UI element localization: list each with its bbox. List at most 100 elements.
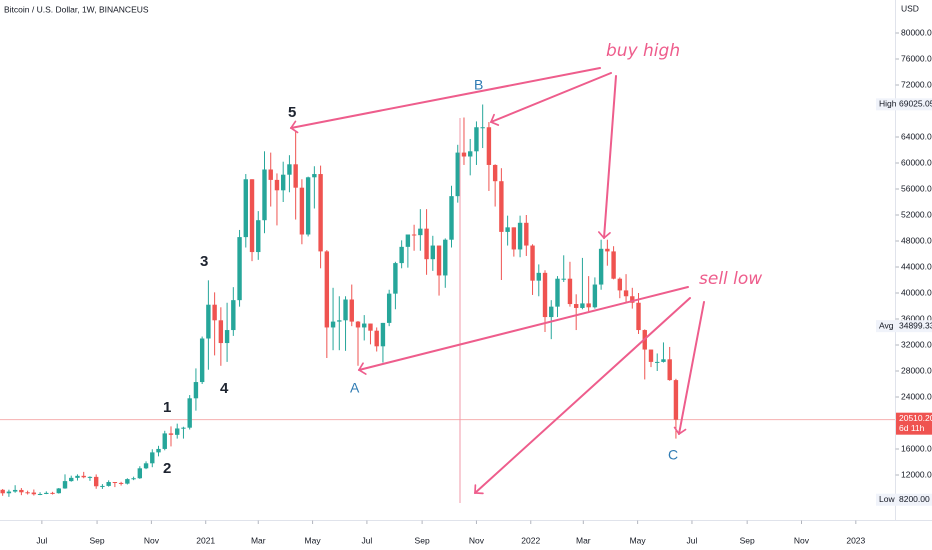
marker-name: High	[879, 99, 897, 109]
candle-body	[405, 234, 411, 247]
candle-body	[193, 382, 199, 399]
candle-body	[93, 476, 99, 487]
candle-body	[231, 300, 236, 331]
candle-body	[19, 489, 24, 493]
candle-body	[280, 174, 286, 191]
y-tick-label: 40000.00	[901, 287, 932, 297]
candle-body	[592, 284, 598, 308]
candle-body	[630, 296, 635, 303]
candle-body	[567, 278, 573, 305]
candle-body	[380, 322, 386, 347]
candle-body	[436, 245, 442, 276]
wave-label: 3	[200, 253, 208, 270]
candle-body	[25, 492, 30, 494]
y-tick-label: 48000.00	[901, 235, 932, 245]
candle-body	[87, 476, 93, 478]
candle-body	[6, 491, 12, 494]
candle-body	[617, 278, 623, 291]
candle-body	[181, 427, 186, 429]
candle-body	[411, 234, 417, 236]
candle-body	[324, 251, 330, 328]
candle-body	[430, 245, 436, 260]
x-tick-label: 2023	[846, 535, 865, 545]
candle-body	[31, 492, 37, 495]
candle-body	[268, 169, 273, 180]
candle-body	[106, 482, 111, 486]
candle-body	[542, 272, 548, 318]
candle-body	[37, 493, 43, 495]
candle-body	[218, 320, 224, 344]
candle-body	[337, 320, 342, 322]
candle-body	[530, 245, 535, 281]
arrow	[474, 297, 691, 495]
marker-box	[876, 320, 896, 333]
y-tick-label: 16000.00	[901, 443, 932, 453]
price-label	[896, 412, 932, 435]
marker-name: Avg	[879, 320, 894, 330]
chart-title: Bitcoin / U.S. Dollar, 1W, BINANCEUS	[4, 4, 149, 14]
candle-body	[517, 222, 523, 250]
candle-body	[492, 164, 498, 182]
x-tick-label: May	[305, 535, 322, 545]
candle-body	[150, 452, 155, 464]
candle-body	[486, 127, 492, 165]
candle-body	[274, 179, 280, 191]
candle-body	[256, 220, 261, 253]
x-tick-label: Jul	[36, 535, 47, 545]
candle-body	[81, 475, 86, 478]
candle-body	[424, 228, 429, 260]
marker-box	[876, 493, 896, 506]
y-tick-label: 36000.00	[901, 313, 932, 323]
candle-body	[374, 330, 379, 347]
marker-value: 69025.05	[899, 99, 932, 109]
x-tick-label: Nov	[794, 535, 810, 545]
candle-body	[461, 152, 467, 157]
candle-body	[586, 303, 591, 308]
candle-body	[549, 306, 554, 318]
candle-body	[536, 272, 541, 281]
candle-body	[573, 304, 579, 308]
candle-body	[249, 179, 255, 253]
y-tick-label: 56000.00	[901, 183, 932, 193]
x-tick-label: May	[630, 535, 647, 545]
x-tick-label: Sep	[740, 535, 755, 545]
marker-value: 34899.33	[899, 320, 932, 330]
x-tick-label: Nov	[469, 535, 485, 545]
currency: USD	[901, 3, 919, 13]
candle-body	[343, 299, 348, 321]
candle-body	[44, 492, 49, 494]
candle-body	[143, 463, 149, 469]
candle-body	[661, 359, 666, 362]
marker-box	[896, 493, 932, 506]
candle-body	[580, 303, 585, 308]
y-tick-label: 52000.00	[901, 209, 932, 219]
y-tick-label: 32000.00	[901, 339, 932, 349]
marker-box	[876, 98, 896, 111]
candle-body	[349, 299, 354, 322]
plot-area	[0, 104, 895, 497]
arrow	[489, 72, 612, 126]
wave-label: 2	[163, 460, 171, 477]
candle-body	[50, 492, 55, 494]
candle-body	[125, 479, 130, 484]
y-tick-label: 64000.00	[901, 131, 932, 141]
price-value: 20510.20	[899, 413, 932, 423]
candle-body	[443, 239, 448, 276]
arrow	[673, 301, 705, 436]
candle-body	[648, 349, 654, 362]
countdown: 6d 11h	[899, 423, 925, 433]
candle-body	[667, 359, 672, 381]
y-tick-label: 44000.00	[901, 261, 932, 271]
candle-body	[199, 338, 205, 383]
wave-label: A	[350, 380, 360, 396]
annotation: sell low	[699, 269, 762, 289]
y-tick-label: 12000.00	[901, 469, 932, 479]
candle-body	[362, 323, 367, 328]
x-tick-label: 2021	[196, 535, 215, 545]
marker-box	[896, 320, 932, 333]
candle-body	[636, 302, 641, 331]
candle-body	[206, 304, 211, 339]
wave-label: 1	[163, 399, 171, 416]
marker-box	[896, 98, 932, 111]
